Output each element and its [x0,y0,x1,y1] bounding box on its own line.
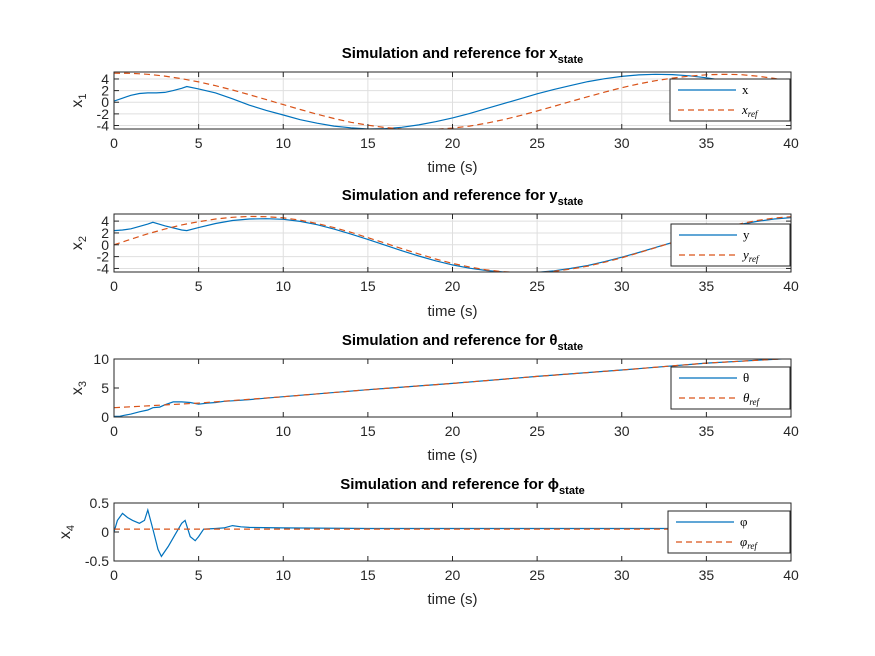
x-tick-label: 0 [110,567,118,583]
x-tick-label: 35 [699,278,715,294]
x-tick-label: 15 [360,135,376,151]
x-tick-label: 35 [699,423,715,439]
subplot-title: Simulation and reference for ystate [342,187,584,208]
y-tick-label: 5 [101,380,109,396]
legend: θ θref [670,366,791,410]
x-tick-label: 25 [529,135,545,151]
y-tick-label: 2 [101,83,109,99]
x-tick-label: 10 [275,567,291,583]
y-tick-label: 4 [101,213,109,229]
x-tick-label: 40 [783,567,799,583]
y-axis-label: x4 [57,525,77,539]
x-tick-label: 30 [614,135,630,151]
y-tick-label: 0 [101,524,109,540]
y-tick-label: 4 [101,71,109,87]
x-tick-label: 5 [195,278,203,294]
y-tick-label: 10 [93,351,109,367]
legend-box [667,510,791,554]
x-tick-label: 5 [195,135,203,151]
y-axis-label: x2 [69,236,89,250]
legend: y yref [670,223,791,267]
x-tick-label: 15 [360,567,376,583]
y-tick-label: -4 [97,260,110,276]
legend-label: xref [741,102,759,119]
legend-box [670,366,791,410]
legend-label: θ [743,370,749,385]
x-tick-label: 0 [110,278,118,294]
x-tick-label: 40 [783,135,799,151]
legend-box [669,78,791,122]
y-tick-label: 0.5 [90,495,110,511]
legend-label: yref [741,247,760,264]
legend: φ φref [667,510,791,554]
legend-box [670,223,791,267]
x-tick-label: 35 [699,567,715,583]
x-axis-label: time (s) [428,591,478,608]
series-line-simulation [114,73,791,129]
legend-label: y [743,227,750,242]
x-tick-label: 25 [529,278,545,294]
x-tick-label: 35 [699,135,715,151]
subplot-3: 0 5 10 15 20 25 30 35 40 0 5 10 Simulation and refer… [69,332,799,464]
y-axis-label: x3 [69,381,89,395]
subplot-title: Simulation and reference for ϕstate [340,476,584,497]
legend: x xref [669,78,791,122]
x-tick-label: 5 [195,423,203,439]
x-tick-label: 0 [110,423,118,439]
series-line-simulation [114,359,791,417]
series-group [114,359,791,417]
x-axis-label: time (s) [428,447,478,464]
series-line-simulation [114,217,791,272]
y-tick-label: 0 [101,94,109,110]
x-axis-label: time (s) [428,303,478,320]
x-tick-label: 20 [445,423,461,439]
legend-label: φ [740,514,748,529]
x-tick-label: 0 [110,135,118,151]
x-tick-label: 10 [275,423,291,439]
x-tick-label: 25 [529,567,545,583]
y-tick-label: 0 [101,237,109,253]
x-tick-label: 25 [529,423,545,439]
x-tick-label: 30 [614,278,630,294]
x-tick-label: 10 [275,135,291,151]
y-tick-label: -4 [97,118,110,134]
legend-label: x [742,82,749,97]
y-tick-label: -2 [97,106,110,122]
y-tick-label: -2 [97,249,110,265]
y-tick-label: 2 [101,225,109,241]
y-tick-label: -0.5 [85,553,109,569]
x-tick-label: 20 [445,567,461,583]
x-axis-label: time (s) [428,159,478,176]
x-tick-label: 20 [445,278,461,294]
x-tick-label: 5 [195,567,203,583]
x-tick-label: 40 [783,423,799,439]
x-tick-label: 15 [360,278,376,294]
series-group [114,215,791,272]
x-tick-label: 30 [614,567,630,583]
y-axis-label: x1 [69,93,89,107]
x-tick-label: 15 [360,423,376,439]
series-line-reference [114,359,791,409]
subplot-title: Simulation and reference for θstate [342,332,583,353]
x-tick-label: 30 [614,423,630,439]
legend-label: φref [740,534,758,551]
x-tick-label: 20 [445,135,461,151]
y-tick-label: 0 [101,409,109,425]
legend-label: θref [743,390,761,407]
x-tick-label: 10 [275,278,291,294]
subplot-title: Simulation and reference for xstate [342,45,584,66]
x-tick-label: 40 [783,278,799,294]
